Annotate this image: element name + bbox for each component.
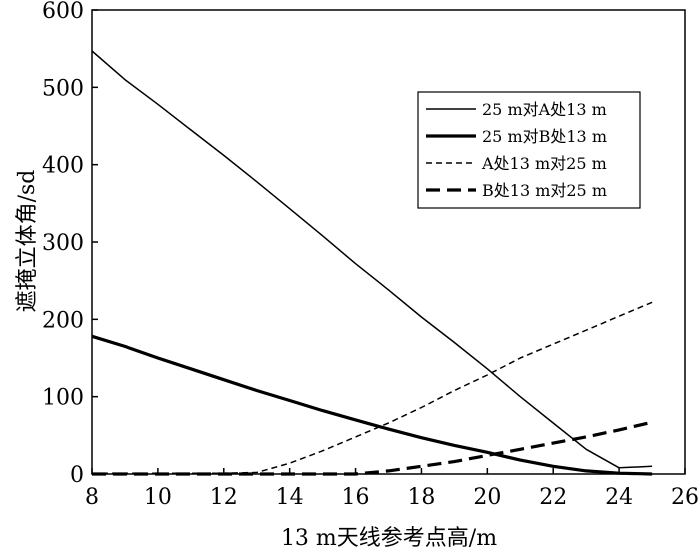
legend-label-1: 25 m对A处13 m [482,100,607,119]
x-tick-label: 14 [276,485,304,510]
legend: 25 m对A处13 m 25 m对B处13 m A处13 m对25 m B处13 m对… [417,91,641,209]
series-line-4 [92,420,653,476]
plot-lines [91,50,653,476]
series-line-3 [92,301,653,474]
y-tick-label: 400 [42,154,84,179]
y-tick-label: 200 [42,308,84,333]
y-tick-label: 100 [42,386,84,411]
x-tick-label: 22 [539,485,567,510]
x-tick-label: 18 [407,485,435,510]
x-tick-label: 20 [473,485,501,510]
x-tick-label: 12 [210,485,238,510]
ticks: 8 10 12 14 16 18 20 22 24 26 0 100 200 300 400 500 600 [42,0,699,510]
x-tick-label: 8 [85,485,99,510]
x-tick-label: 26 [671,485,699,510]
y-tick-label: 600 [42,0,84,24]
series-line-2 [91,334,653,476]
x-tick-label: 16 [342,485,370,510]
legend-label-4: B处13 m对25 m [482,181,607,200]
x-axis-title: 13 m天线参考点高/m [281,526,497,551]
legend-label-3: A处13 m对25 m [481,154,607,173]
y-tick-label: 0 [70,463,84,488]
legend-label-2: 25 m对B处13 m [482,127,607,146]
x-tick-label: 10 [144,485,172,510]
y-tick-label: 500 [42,76,84,101]
series-line-1 [91,50,653,469]
y-tick-label: 300 [42,231,84,256]
y-axis-title: 遮掩立体角/sd [15,170,40,313]
plot-frame [91,9,686,475]
axes [91,9,686,475]
x-tick-label: 24 [605,485,633,510]
